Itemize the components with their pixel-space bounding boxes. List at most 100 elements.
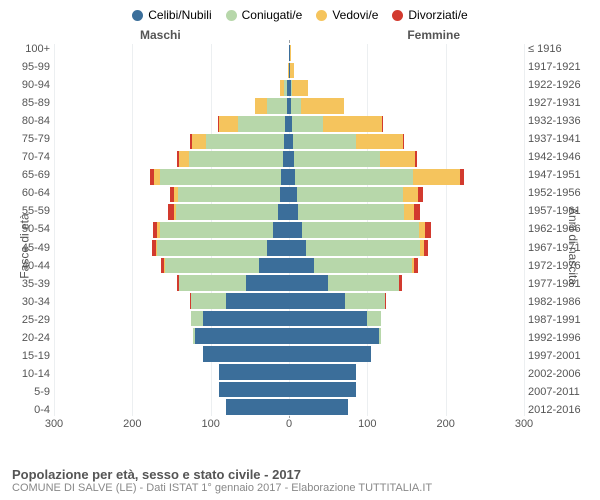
legend-swatch (392, 10, 403, 21)
birth-tick: 1952-1956 (528, 188, 581, 199)
birth-tick: ≤ 1916 (528, 44, 562, 55)
x-tick: 100 (201, 418, 219, 430)
age-tick: 30-34 (22, 297, 50, 308)
legend-item: Divorziati/e (392, 8, 467, 22)
pyramid-row (54, 239, 524, 257)
age-tick: 35-39 (22, 279, 50, 290)
female-side (289, 98, 524, 114)
male-side (54, 45, 289, 61)
bars-area (54, 44, 524, 416)
legend-swatch (226, 10, 237, 21)
birth-tick: 1927-1931 (528, 98, 581, 109)
female-side (289, 134, 524, 150)
x-axis: 3002001000100200300 (54, 418, 524, 434)
female-side (289, 399, 524, 415)
pyramid-row (54, 363, 524, 381)
x-tick: 100 (358, 418, 376, 430)
birth-tick: 1997-2001 (528, 351, 581, 362)
age-tick: 90-94 (22, 80, 50, 91)
male-side (54, 382, 289, 398)
birth-tick: 1937-1941 (528, 134, 581, 145)
male-side (54, 293, 289, 309)
female-side (289, 293, 524, 309)
male-side (54, 204, 289, 220)
pyramid-row (54, 292, 524, 310)
age-tick: 60-64 (22, 188, 50, 199)
legend-swatch (132, 10, 143, 21)
birth-tick: 1967-1971 (528, 243, 581, 254)
legend-item: Vedovi/e (316, 8, 378, 22)
birth-tick: 1922-1926 (528, 80, 581, 91)
legend-item: Coniugati/e (226, 8, 303, 22)
age-tick: 40-44 (22, 261, 50, 272)
pyramid-row (54, 44, 524, 62)
male-side (54, 399, 289, 415)
male-side (54, 311, 289, 327)
female-side (289, 275, 524, 291)
gridline (524, 44, 525, 416)
pyramid-row (54, 381, 524, 399)
pyramid-row (54, 97, 524, 115)
pyramid-row (54, 203, 524, 221)
chart-footer: Popolazione per età, sesso e stato civil… (12, 467, 588, 494)
pyramid-row (54, 327, 524, 345)
birth-tick: 1947-1951 (528, 170, 581, 181)
birth-tick: 1962-1966 (528, 224, 581, 235)
birth-tick: 1972-1976 (528, 261, 581, 272)
male-side (54, 240, 289, 256)
male-side (54, 80, 289, 96)
legend-label: Vedovi/e (332, 8, 378, 22)
pyramid-row (54, 168, 524, 186)
birth-tick: 2007-2011 (528, 387, 580, 398)
pyramid-row (54, 345, 524, 363)
age-tick: 15-19 (22, 351, 50, 362)
female-side (289, 80, 524, 96)
age-tick: 75-79 (22, 134, 50, 145)
pyramid-row (54, 221, 524, 239)
pyramid-row (54, 398, 524, 416)
male-side (54, 328, 289, 344)
pyramid-row (54, 257, 524, 275)
age-tick: 95-99 (22, 62, 50, 73)
plot-area: Fasce di età Anni di nascita 100+95-9990… (10, 44, 590, 434)
legend-swatch (316, 10, 327, 21)
age-tick: 80-84 (22, 116, 50, 127)
pyramid-row (54, 274, 524, 292)
birth-tick: 1982-1986 (528, 297, 581, 308)
age-tick: 45-49 (22, 243, 50, 254)
male-side (54, 258, 289, 274)
x-tick: 200 (436, 418, 454, 430)
pyramid-row (54, 62, 524, 80)
pyramid-row (54, 150, 524, 168)
male-side (54, 187, 289, 203)
birth-tick: 1957-1961 (528, 206, 581, 217)
female-side (289, 169, 524, 185)
birth-tick: 1977-1981 (528, 279, 581, 290)
legend-label: Coniugati/e (242, 8, 303, 22)
male-side (54, 134, 289, 150)
birth-tick: 1992-1996 (528, 333, 581, 344)
legend-item: Celibi/Nubili (132, 8, 211, 22)
age-tick: 0-4 (34, 405, 50, 416)
age-tick: 10-14 (22, 369, 50, 380)
header-male: Maschi (140, 28, 181, 42)
x-tick: 300 (515, 418, 533, 430)
female-side (289, 346, 524, 362)
male-side (54, 222, 289, 238)
female-side (289, 328, 524, 344)
legend-label: Divorziati/e (408, 8, 467, 22)
female-side (289, 222, 524, 238)
birth-tick: 1917-1921 (528, 62, 581, 73)
age-tick: 70-74 (22, 152, 50, 163)
x-tick: 0 (286, 418, 292, 430)
pyramid-row (54, 115, 524, 133)
population-pyramid-chart: Celibi/Nubili Coniugati/e Vedovi/e Divorzia… (0, 0, 600, 500)
age-tick: 25-29 (22, 315, 50, 326)
pyramid-row (54, 310, 524, 328)
male-side (54, 364, 289, 380)
birth-tick: 1932-1936 (528, 116, 581, 127)
age-tick: 65-69 (22, 170, 50, 181)
age-tick: 100+ (25, 44, 50, 55)
age-tick: 85-89 (22, 98, 50, 109)
female-side (289, 240, 524, 256)
